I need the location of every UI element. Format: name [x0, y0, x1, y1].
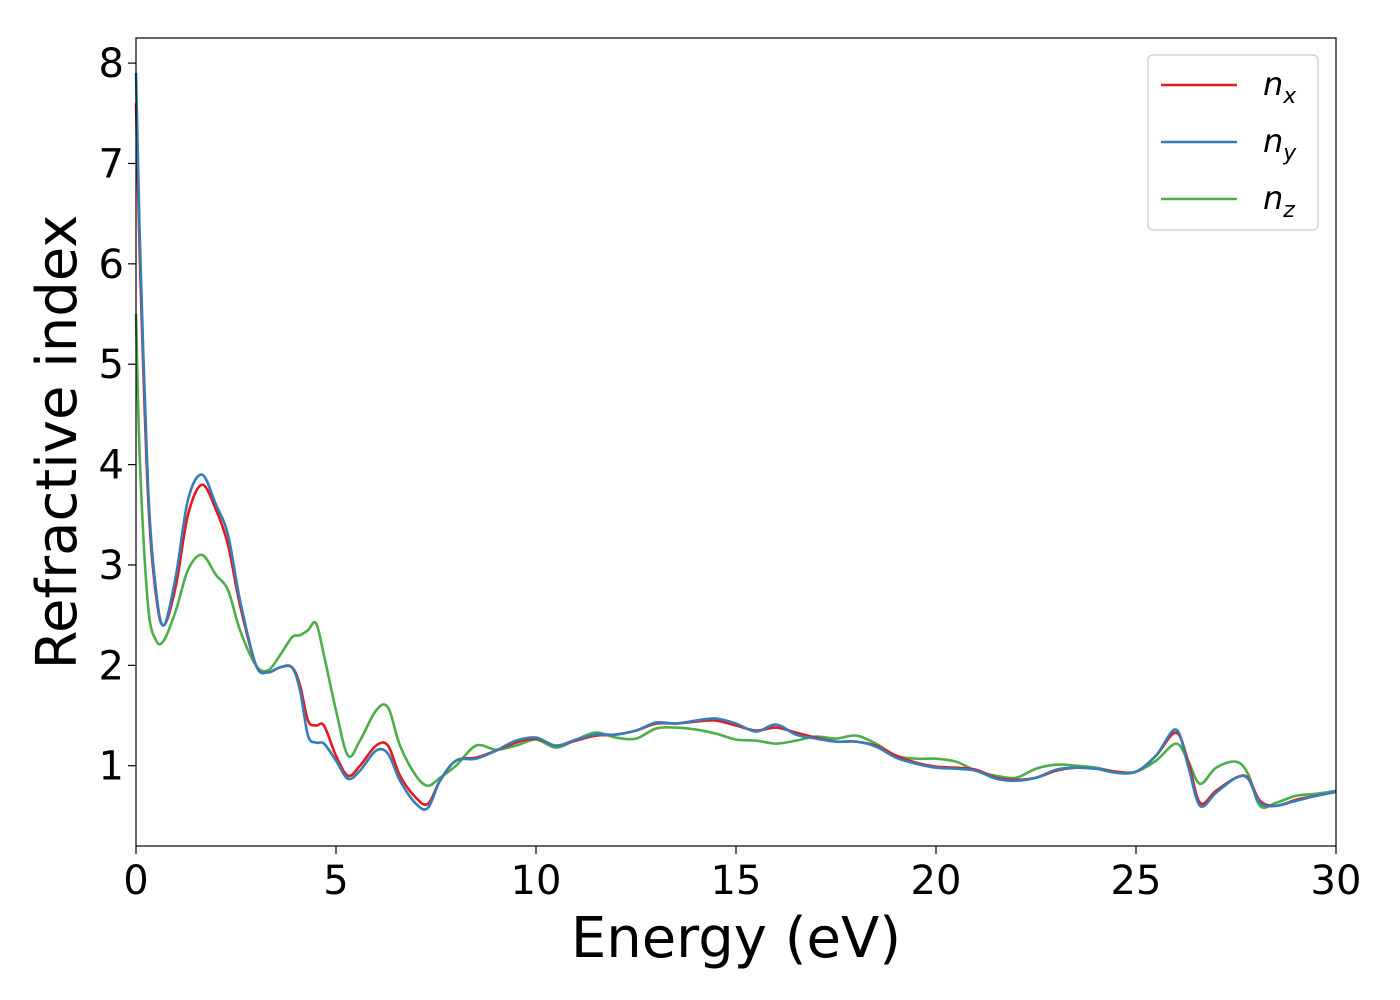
y-tick-label: 5: [99, 342, 124, 388]
y-tick-label: 1: [99, 744, 124, 790]
y-tick-label: 4: [99, 443, 124, 489]
y-tick-label: 8: [99, 41, 124, 87]
y-axis-title: Refractive index: [25, 215, 90, 670]
y-tick-label: 3: [99, 543, 124, 589]
y-axis: 1 2 3 4 5 6 7 8: [99, 41, 136, 790]
x-axis: 0 5 10 15 20 25 30: [123, 846, 1361, 904]
x-tick-label: 5: [323, 858, 348, 904]
x-tick-label: 25: [1111, 858, 1162, 904]
x-tick-label: 20: [911, 858, 962, 904]
x-axis-title: Energy (eV): [571, 906, 901, 971]
y-tick-label: 7: [99, 141, 124, 187]
series-line-ny: [134, 73, 1337, 811]
x-tick-label: 10: [511, 858, 562, 904]
y-tick-label: 6: [99, 242, 124, 288]
series-layer: [134, 73, 1337, 811]
x-tick-label: 30: [1311, 858, 1362, 904]
y-tick-label: 2: [99, 643, 124, 689]
legend-label-ny: ny: [1263, 122, 1297, 166]
legend: nx ny nz: [1147, 54, 1319, 231]
x-tick-label: 0: [123, 858, 148, 904]
legend-label-nz: nz: [1263, 179, 1295, 223]
legend-label-nx: nx: [1263, 65, 1297, 109]
x-tick-label: 15: [711, 858, 762, 904]
